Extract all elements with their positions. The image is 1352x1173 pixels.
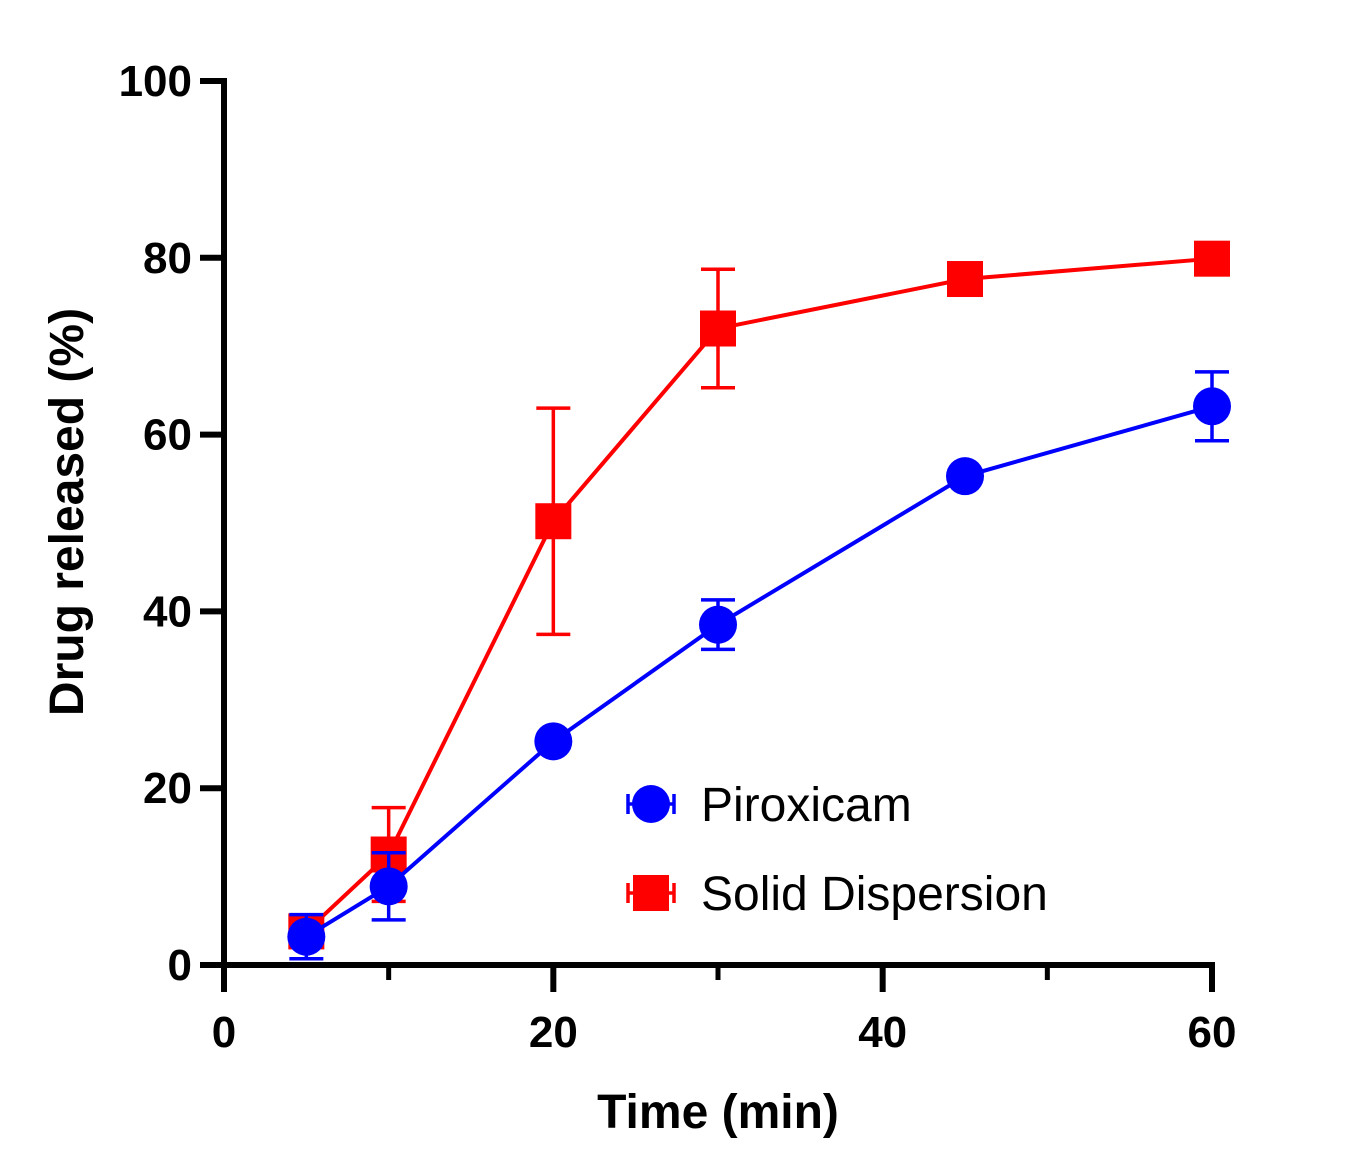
data-point-piroxicam [1193,387,1231,426]
x-tick-label: 20 [529,1008,578,1057]
legend: Piroxicam Solid Dispersion [626,779,1048,921]
legend-label-solid-dispersion: Solid Dispersion [701,868,1048,921]
data-point-solid-dispersion [947,261,983,298]
y-tick-label: 20 [143,764,192,813]
y-tick-labels: 0 20 40 60 80 100 [119,57,192,990]
y-axis-title: Drug released (%) [41,308,94,716]
y-tick-label: 100 [119,57,192,106]
x-tick-label: 0 [212,1008,236,1057]
series-layer [287,240,1231,961]
legend-item-piroxicam: Piroxicam [626,779,912,832]
legend-symbol [632,785,670,823]
data-point-piroxicam [946,457,984,496]
data-point-piroxicam [699,605,737,644]
axes [200,78,1215,992]
x-tick-label: 40 [858,1008,907,1057]
x-tick-labels: 0 20 40 60 [212,1008,1237,1057]
legend-marker-piroxicam [626,785,676,823]
series-piroxicam [287,370,1231,961]
data-point-piroxicam [369,867,408,906]
data-point-solid-dispersion [535,503,572,540]
legend-label-piroxicam: Piroxicam [701,779,912,832]
series-line-piroxicam [305,404,1213,939]
data-point-solid-dispersion [1194,240,1230,277]
x-tick-label: 60 [1188,1008,1237,1057]
series-solid-dispersion [288,240,1230,950]
y-tick-label: 80 [143,234,192,283]
data-point-piroxicam [534,722,573,761]
legend-marker-solid-dispersion [626,875,676,911]
y-tick-label: 40 [143,587,192,636]
data-point-solid-dispersion [700,310,736,347]
legend-item-solid-dispersion: Solid Dispersion [626,868,1048,921]
x-axis-title: Time (min) [597,1086,839,1139]
y-tick-label: 60 [143,411,192,460]
y-tick-label: 0 [168,941,192,990]
legend-symbol [633,875,669,911]
data-point-piroxicam [287,917,326,956]
